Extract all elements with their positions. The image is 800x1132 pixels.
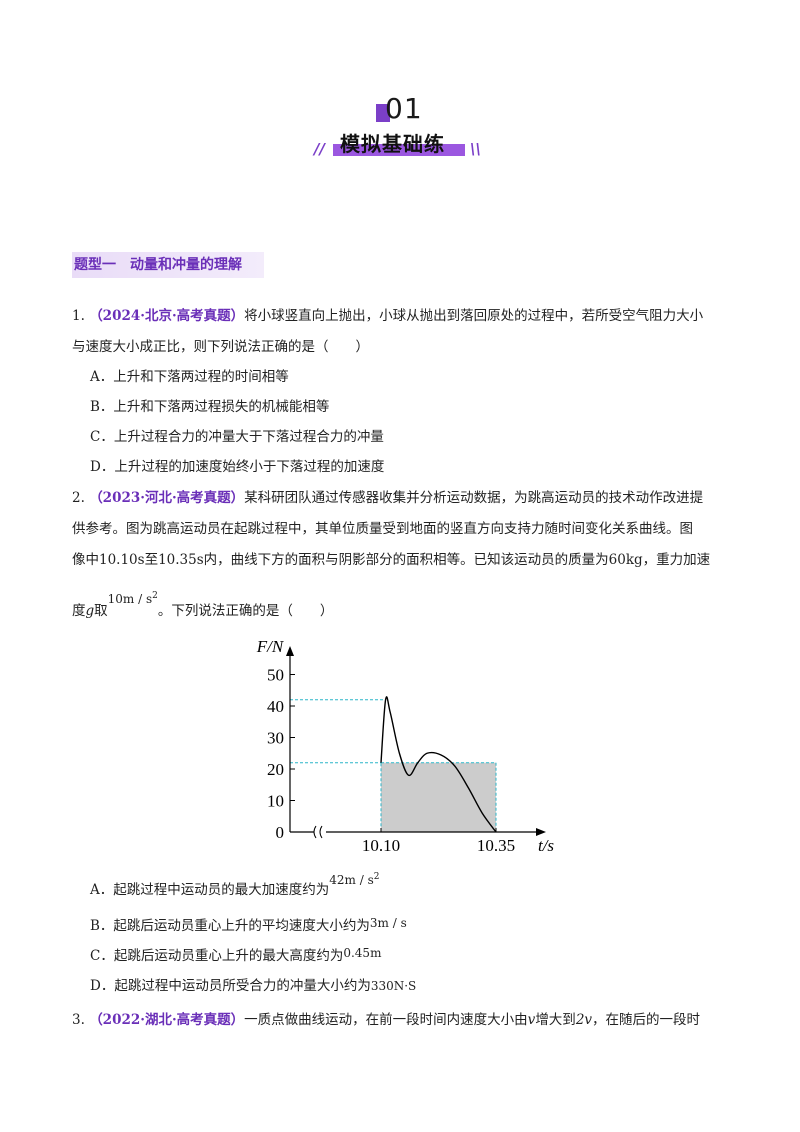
title-highlight [333, 144, 465, 156]
q1-stem-1: 将小球竖直向上抛出，小球从抛出到落回原处的过程中，若所受空气阻力大小 [244, 308, 704, 324]
x-axis-arrow [536, 828, 546, 836]
deco-slash-right: \\ [470, 140, 481, 158]
q2-stem-4c: 。下列说法正确的是（ ） [157, 603, 334, 619]
q2-line3: 像中10.10s至10.35s内，曲线下方的面积与阴影部分的面积相等。已知该运动… [72, 550, 710, 570]
q1-stem-2: 与速度大小成正比，则下列说法正确的是（ ） [72, 339, 369, 355]
q2-stem-4b: 取 [94, 603, 108, 619]
q2-stem-3a: 像中10.10s至10.35s内，曲线下方的面积与阴影部分的面积相等。已知该运动… [72, 552, 609, 568]
x-tick-label: 10.35 [477, 836, 515, 855]
q3-number: 3. [72, 1012, 85, 1028]
q2-stem-4a: 度 [72, 603, 86, 619]
y-tick-label: 20 [267, 760, 284, 779]
q2-stem-2: 供参考。图为跳高运动员在起跳过程中，其单位质量受到地面的竖直方向支持力随时间变化… [72, 521, 693, 537]
y-tick-label: 0 [276, 823, 285, 842]
y-tick-label: 50 [267, 666, 284, 685]
q1-source: （2024·北京·高考真题） [89, 308, 245, 324]
section-heading: 题型一 动量和冲量的理解 [72, 252, 264, 278]
q2-line1: 2. （2023·河北·高考真题）某科研团队通过传感器收集并分析运动数据，为跳高… [72, 488, 703, 508]
x-axis-label: t/s [538, 836, 554, 855]
axis-break-mark [313, 825, 323, 839]
number-accent [376, 104, 390, 122]
q3-source: （2022·湖北·高考真题） [89, 1012, 245, 1028]
q1-option-d: D．上升过程的加速度始终小于下落过程的加速度 [90, 459, 385, 475]
q2-source: （2023·河北·高考真题） [89, 490, 245, 506]
q2-number: 2. [72, 490, 85, 506]
y-tick-label: 10 [267, 792, 284, 811]
y-axis-arrow [286, 646, 294, 656]
q2-option-c: C．起跳后运动员重心上升的最大高度约为0.45m [90, 946, 382, 964]
q2-option-a: A．起跳过程中运动员的最大加速度约为42m / s2 [90, 872, 380, 898]
q2-stem-1: 某科研团队通过传感器收集并分析运动数据，为跳高运动员的技术动作改进提 [244, 490, 704, 506]
page-title: 模拟基础练 [340, 132, 445, 156]
deco-slash-left: // [314, 140, 325, 158]
y-tick-label: 40 [267, 697, 284, 716]
q2-g-value: 10m / s2 [107, 591, 158, 606]
q1-option-c: C．上升过程合力的冲量大于下落过程合力的冲量 [90, 429, 384, 445]
q3-line1: 3. （2022·湖北·高考真题）一质点做曲线运动，在前一段时间内速度大小由v增… [72, 1012, 701, 1028]
q2-stem-3b: ，重力加速 [642, 552, 711, 568]
q2-option-b: B．起跳后运动员重心上升的平均速度大小约为3m / s [90, 916, 407, 934]
force-curve [380, 696, 497, 833]
q1-option-b: B．上升和下落两过程损失的机械能相等 [90, 399, 330, 415]
q2-option-d: D．起跳过程中运动员所受合力的冲量大小约为330N·S [90, 978, 417, 994]
q1-number: 1. [72, 308, 85, 324]
q1-option-a: A．上升和下落两过程的时间相等 [90, 369, 289, 385]
q2-g-symbol: g [85, 603, 95, 619]
shaded-area [380, 762, 497, 833]
chapter-number: 01 [385, 92, 423, 125]
q2-mass: 60kg [608, 552, 643, 568]
y-tick-label: 30 [267, 729, 284, 748]
y-axis-label: F/N [256, 637, 285, 656]
x-tick-label: 10.10 [362, 836, 400, 855]
q2-line4: 度g取10m / s2。下列说法正确的是（ ） [72, 591, 334, 621]
q1-line1: 1. （2024·北京·高考真题）将小球竖直向上抛出，小球从抛出到落回原处的过程… [72, 306, 703, 326]
force-time-chart: 0 10 20 30 40 50 10.10 10.35 F/N t/s [256, 637, 555, 855]
